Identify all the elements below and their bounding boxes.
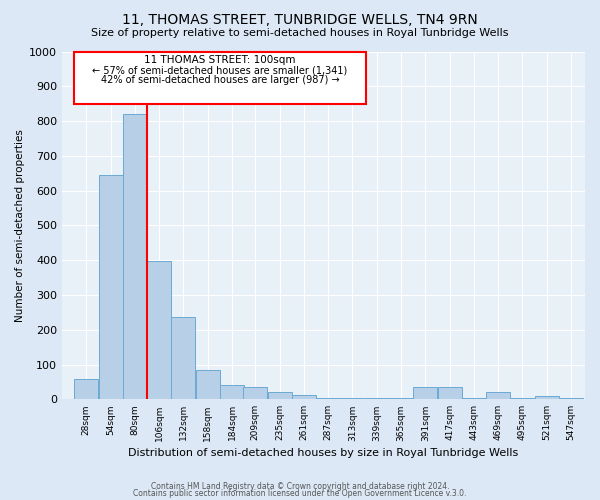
Text: ← 57% of semi-detached houses are smaller (1,341): ← 57% of semi-detached houses are smalle… bbox=[92, 66, 347, 76]
Bar bbox=[389, 398, 413, 400]
Bar bbox=[486, 392, 510, 400]
Bar bbox=[172, 316, 196, 400]
Text: 11 THOMAS STREET: 100sqm: 11 THOMAS STREET: 100sqm bbox=[144, 55, 296, 65]
Bar bbox=[437, 387, 461, 400]
Bar bbox=[123, 114, 147, 400]
FancyBboxPatch shape bbox=[74, 52, 365, 104]
Bar bbox=[268, 392, 292, 400]
Bar bbox=[340, 398, 364, 400]
Bar bbox=[316, 398, 340, 400]
Bar bbox=[365, 398, 389, 400]
Bar bbox=[220, 386, 244, 400]
Bar bbox=[98, 175, 122, 400]
Text: Contains public sector information licensed under the Open Government Licence v.: Contains public sector information licen… bbox=[133, 488, 467, 498]
Text: 42% of semi-detached houses are larger (987) →: 42% of semi-detached houses are larger (… bbox=[101, 75, 339, 85]
Bar bbox=[511, 398, 535, 400]
Bar bbox=[292, 395, 316, 400]
X-axis label: Distribution of semi-detached houses by size in Royal Tunbridge Wells: Distribution of semi-detached houses by … bbox=[128, 448, 518, 458]
Text: Contains HM Land Registry data © Crown copyright and database right 2024.: Contains HM Land Registry data © Crown c… bbox=[151, 482, 449, 491]
Bar bbox=[462, 398, 486, 400]
Bar bbox=[74, 380, 98, 400]
Bar bbox=[147, 261, 171, 400]
Bar bbox=[413, 387, 437, 400]
Text: Size of property relative to semi-detached houses in Royal Tunbridge Wells: Size of property relative to semi-detach… bbox=[91, 28, 509, 38]
Bar bbox=[196, 370, 220, 400]
Y-axis label: Number of semi-detached properties: Number of semi-detached properties bbox=[15, 129, 25, 322]
Bar bbox=[244, 387, 268, 400]
Bar bbox=[535, 396, 559, 400]
Bar bbox=[559, 398, 583, 400]
Text: 11, THOMAS STREET, TUNBRIDGE WELLS, TN4 9RN: 11, THOMAS STREET, TUNBRIDGE WELLS, TN4 … bbox=[122, 12, 478, 26]
